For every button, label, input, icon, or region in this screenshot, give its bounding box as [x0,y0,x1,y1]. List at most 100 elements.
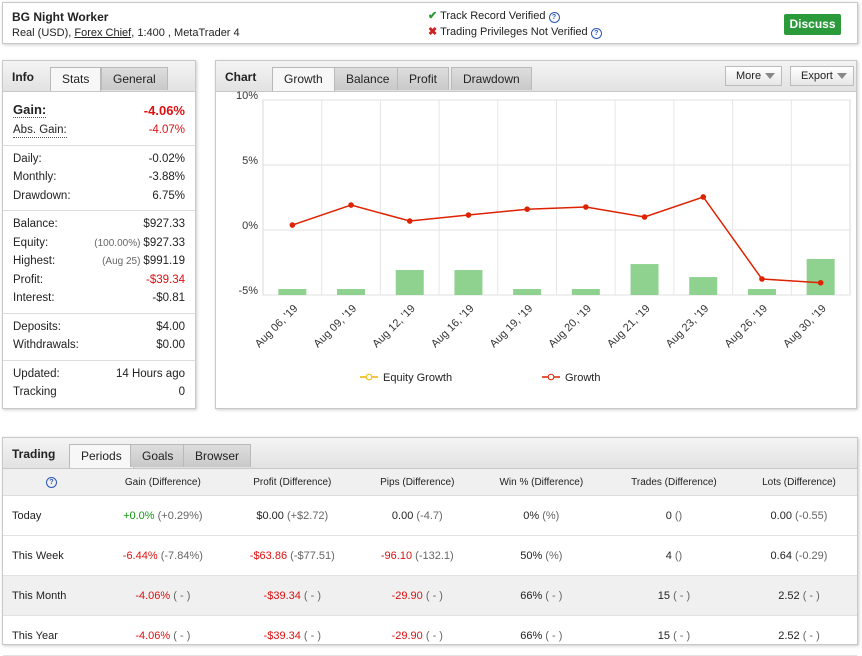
header-cell: Gain (Difference) [100,469,226,496]
table-cell: 50% (%) [475,535,607,576]
tab-bar: Trading Periods Goals Browser [3,438,857,469]
info-row: Drawdown: 6.75% [13,187,185,206]
info-label: Drawdown: [13,189,71,202]
info-row: Abs. Gain: -4.07% [13,121,185,140]
row-label: Today [3,495,100,536]
info-label: Updated: [13,367,60,380]
tab-bar: Info Stats General [3,61,195,92]
info-value-wrap: -$0.81 [152,289,185,308]
tab-bar: Chart Growth Balance Profit Drawdown Mor… [216,61,856,92]
info-row: Gain: -4.06% [13,100,185,121]
info-body: Gain: -4.06% Abs. Gain: -4.07% Daily: -0.02% M… [3,92,195,407]
cell-value: -6.44% [122,549,158,562]
menu-button[interactable]: Export [790,66,854,86]
info-row: Interest: -$0.81 [13,289,185,308]
cell-diff: (-132.1) [415,549,454,562]
info-value: $927.33 [143,236,185,249]
header-cell: Profit (Difference) [225,469,359,496]
cell-diff: ( - ) [673,629,691,642]
header-row: ? Gain (Difference) Profit (Difference) Pip… [3,469,857,496]
cell-diff: (-0.55) [795,509,828,522]
tab[interactable]: Goals [130,444,186,467]
help-icon[interactable]: ? [46,477,57,488]
info-row: Highest: (Aug 25) $991.19 [13,252,185,271]
table-cell: 0 () [606,495,741,536]
info-group: Updated: 14 Hours ago Tracking 0 [3,361,195,407]
cell-diff: ( - ) [545,629,563,642]
table-cell: -29.90 ( - ) [358,575,476,616]
table-cell: 66% ( - ) [475,615,607,656]
cell-diff: ( - ) [173,589,191,602]
status: ✖ Trading Privileges Not Verified ? [428,25,602,39]
header-cell: Trades (Difference) [606,469,741,496]
info-value: 14 Hours ago [115,367,185,380]
tab[interactable]: Periods [69,444,134,468]
cell-value: 66% [520,589,543,602]
cell-diff: (+0.29%) [157,509,203,522]
info-value: 6.75% [152,189,185,202]
cell-diff: (%) [545,549,563,562]
table-body: Today +0.0% (+0.29%) $0.00 (+$2.72) 0.00 (-… [3,495,857,656]
info-label: Profit: [13,273,44,286]
cell-value: -$63.86 [249,549,288,562]
header-cell: Lots (Difference) [741,469,857,496]
info-label: Deposits: [13,320,61,333]
info-panel: Info Stats General Gain: -4.06% Abs. Gain:… [2,60,196,409]
info-value: 0 [178,386,185,398]
help-icon[interactable]: ? [590,28,602,39]
panel-title: Chart [225,70,257,84]
account-details: , 1:400 , MetaTrader 4 [131,27,240,39]
info-value-wrap: 0 [179,383,185,402]
table-cell: -29.90 ( - ) [358,615,476,656]
cell-value: -29.90 [391,589,423,602]
discuss-button[interactable]: Discuss [784,14,841,35]
info-group: Gain: -4.06% Abs. Gain: -4.07% [3,96,195,146]
header-cell: Pips (Difference) [358,469,476,496]
table-cell: 4 () [606,535,741,576]
tab[interactable]: Balance [334,67,402,90]
info-value-wrap: 14 Hours ago [116,365,185,384]
info-row: Deposits: $4.00 [13,318,185,337]
info-value-wrap: 6.75% [152,187,185,206]
info-label: Balance: [13,218,58,230]
info-row: Daily: -0.02% [13,150,185,169]
tab[interactable]: Drawdown [451,67,532,90]
info-value-wrap: -0.02% [149,150,185,169]
status: ✔ Track Record Verified ? [428,9,560,23]
panel-title: Trading [12,447,56,461]
cell-value: 0% [523,509,540,522]
cell-diff: () [674,509,683,522]
info-value: $927.33 [143,218,185,230]
panel-title: Info [12,70,34,84]
info-row: Withdrawals: $0.00 [13,336,185,355]
info-label: Withdrawals: [13,339,79,351]
info-value-wrap: $4.00 [156,318,185,337]
cell-diff: (-7.84%) [160,549,203,562]
cell-diff: () [674,549,683,562]
row-label: This Week [3,535,100,576]
help-icon[interactable]: ? [548,12,560,23]
tab[interactable]: Stats [50,67,102,91]
cell-value: -$39.34 [263,629,301,642]
info-row: Tracking 0 [13,383,185,402]
broker-link[interactable]: Forex Chief [74,27,132,39]
table-cell: 66% ( - ) [475,575,607,616]
tab[interactable]: Growth [272,67,335,91]
cell-value: 0.00 [391,509,414,522]
info-value-wrap: $927.33 [143,215,185,234]
tab[interactable]: Profit [397,67,450,90]
info-label: Equity: [13,236,49,249]
table-cell: 0.64 (-0.29) [741,535,857,576]
tab[interactable]: General [101,67,168,90]
cell-diff: ( - ) [425,589,443,602]
info-row: Profit: -$39.34 [13,271,185,290]
info-row: Updated: 14 Hours ago [13,365,185,384]
info-note: (100.00%) [94,237,141,249]
info-value: -3.88% [148,171,185,183]
menu-button[interactable]: More [725,66,783,86]
tab[interactable]: Browser [183,444,252,467]
cell-diff: ( - ) [173,629,191,642]
header-cell: Win % (Difference) [475,469,607,496]
info-row: Monthly: -3.88% [13,168,185,187]
table-row: Today +0.0% (+0.29%) $0.00 (+$2.72) 0.00 (-… [3,495,857,536]
